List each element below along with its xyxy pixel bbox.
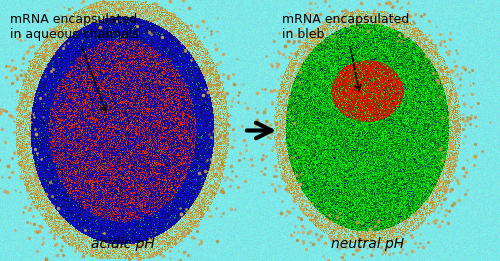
Text: acidic pH: acidic pH (90, 236, 154, 251)
Text: mRNA encapsulated
in bleb: mRNA encapsulated in bleb (282, 13, 410, 91)
Text: neutral pH: neutral pH (331, 236, 404, 251)
Text: mRNA encapsulated
in aqueous channels: mRNA encapsulated in aqueous channels (10, 13, 139, 112)
